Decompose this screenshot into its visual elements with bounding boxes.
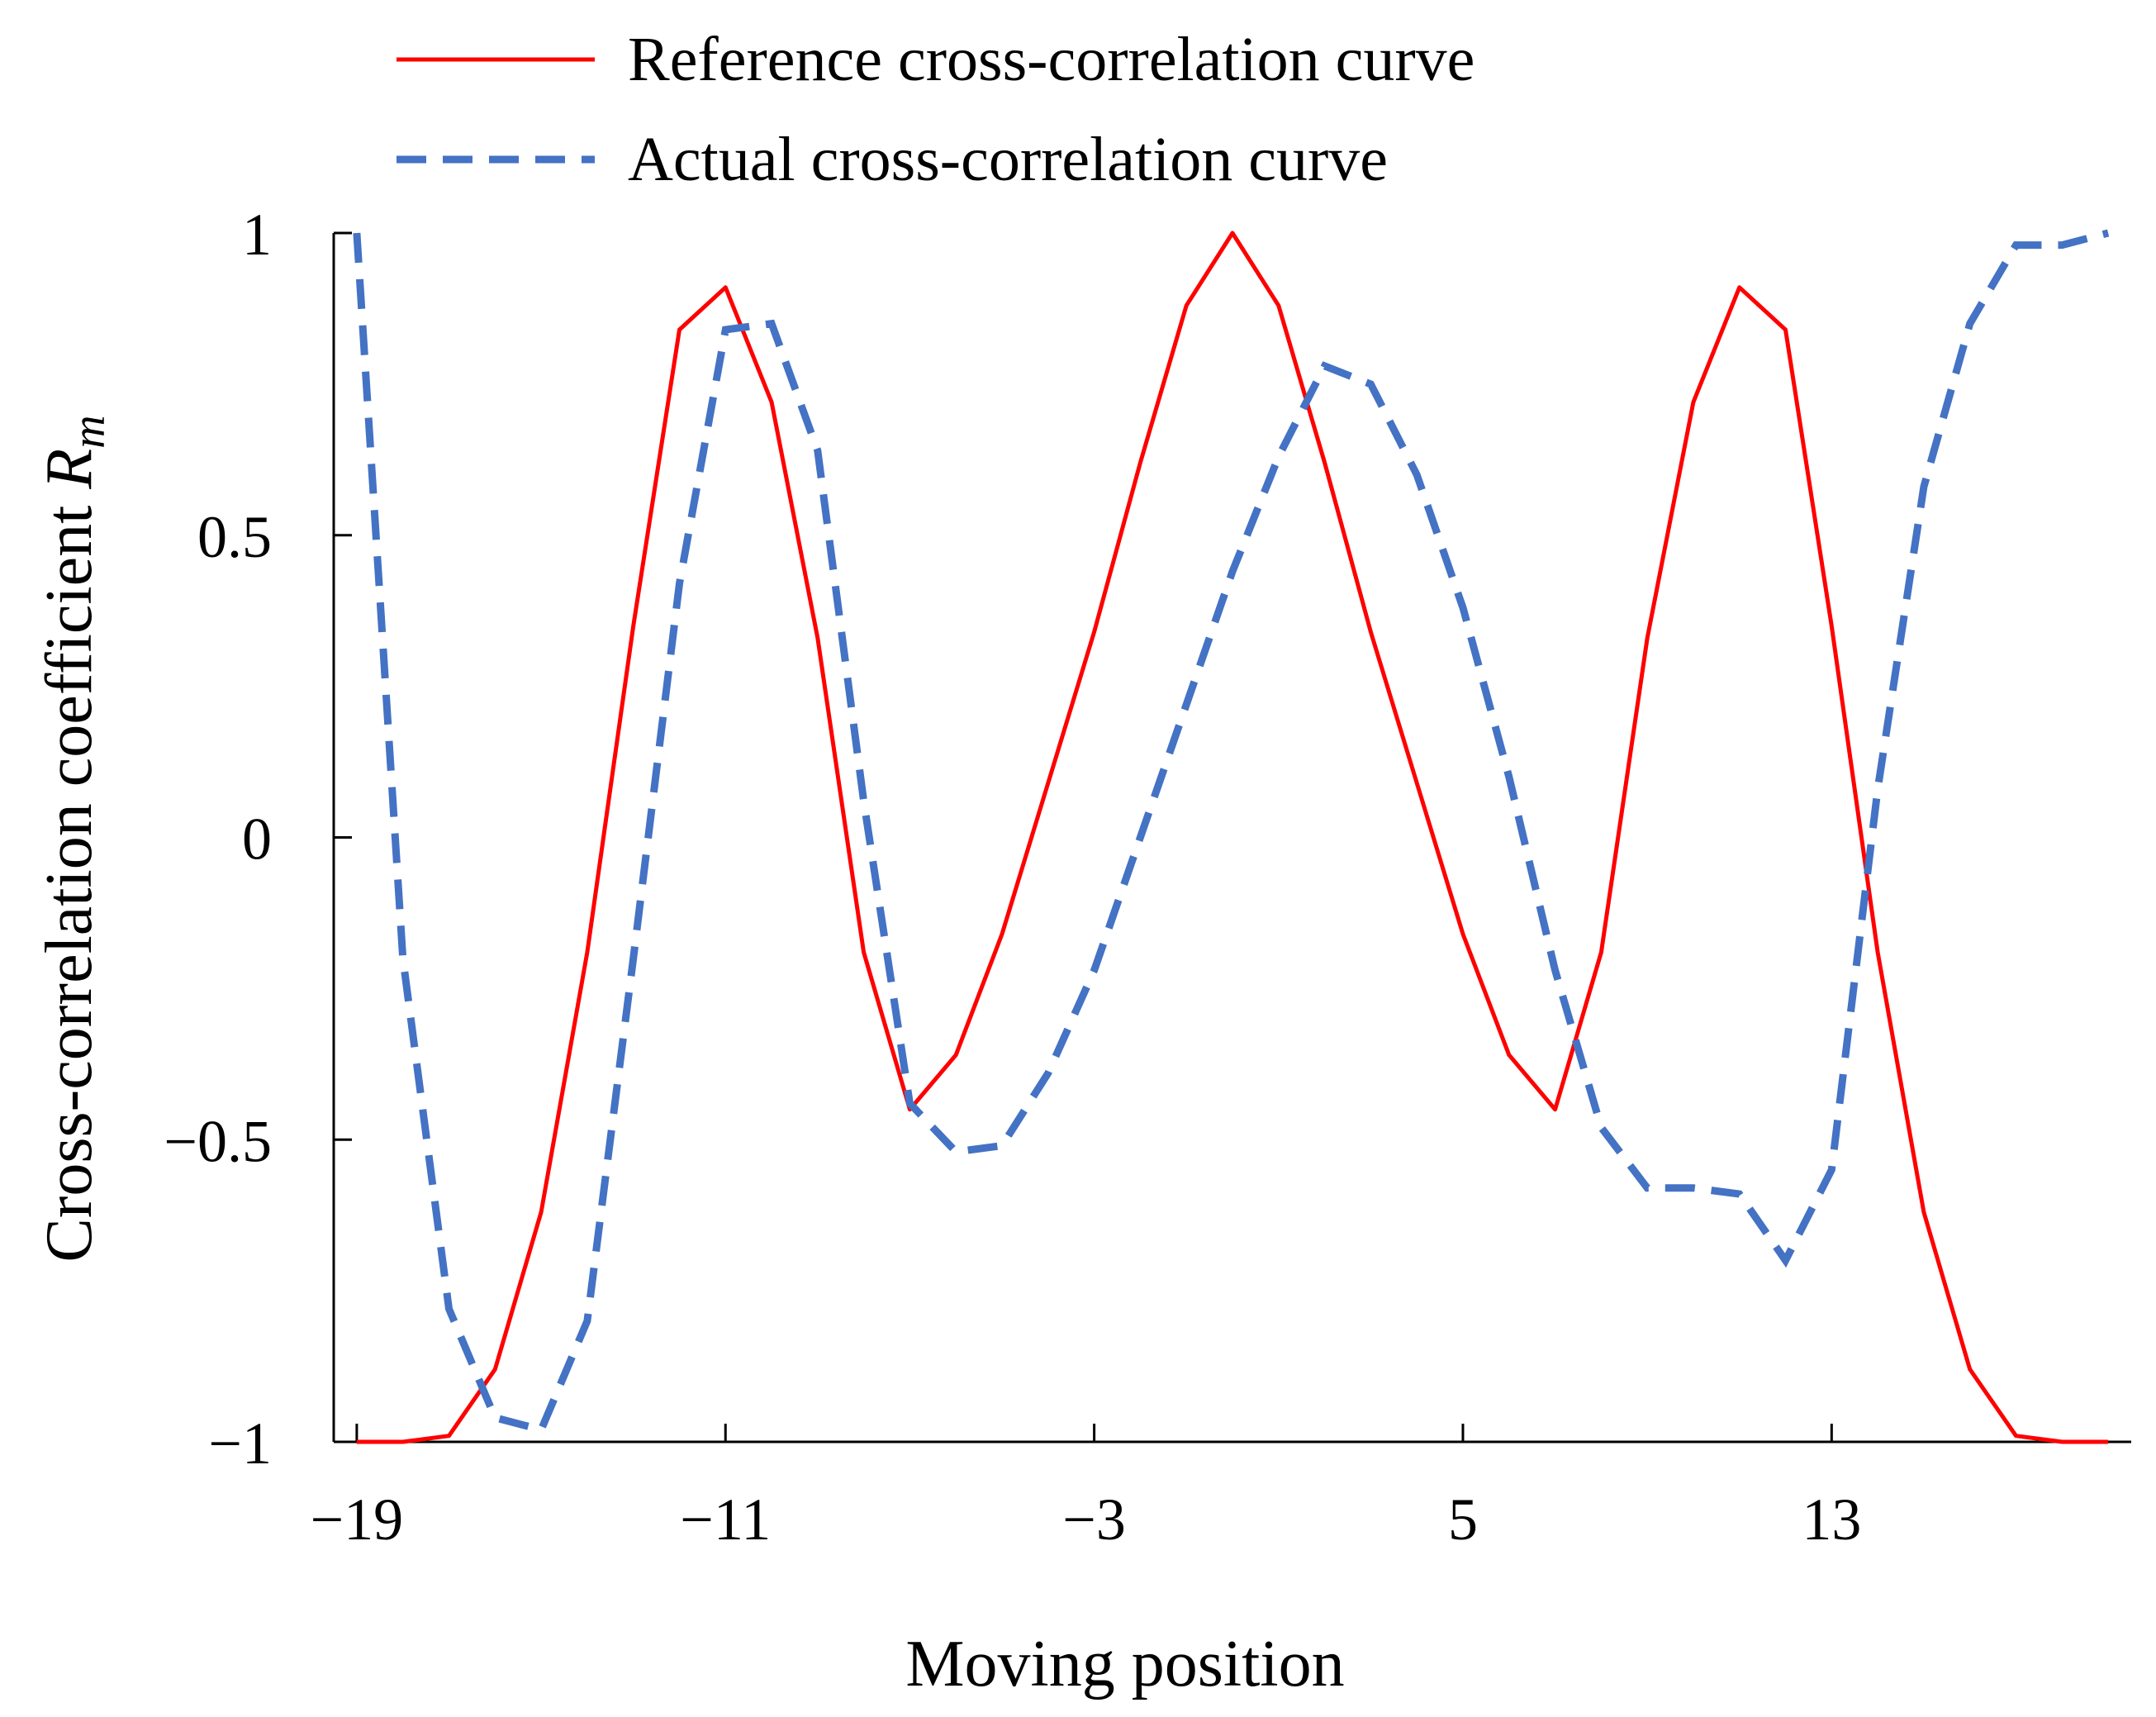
series-line-actual: [353, 229, 2110, 1434]
x-tick-label: −11: [680, 1486, 771, 1553]
y-axis-title-prefix: Cross-correlation coefficient: [33, 489, 106, 1263]
y-tick-label: −1: [208, 1410, 272, 1477]
y-axis-title-symbol: R: [33, 449, 106, 490]
y-tick-label: 0.5: [197, 504, 272, 570]
x-tick-label: 5: [1448, 1486, 1478, 1553]
legend: Reference cross-correlation curve Actual…: [397, 25, 1475, 194]
y-tick-label: 1: [242, 202, 272, 268]
legend-label-actual: Actual cross-correlation curve: [628, 125, 1388, 194]
x-tick-label: −19: [311, 1486, 404, 1553]
y-ticks: 1 0.5 0 −0.5 −1: [164, 202, 352, 1477]
x-tick-label: −3: [1062, 1486, 1126, 1553]
legend-label-reference: Reference cross-correlation curve: [628, 25, 1475, 94]
y-tick-label: −0.5: [164, 1108, 272, 1174]
series-layer: [353, 229, 2110, 1444]
x-ticks: −19 −11 −3 5 13: [311, 1424, 1861, 1553]
y-axis-title-subscript: m: [64, 415, 115, 448]
series-line-reference: [356, 231, 2109, 1444]
y-axis-title: Cross-correlation coefficient Rm: [33, 415, 115, 1262]
x-tick-label: 13: [1802, 1486, 1861, 1553]
x-axis-title: Moving position: [905, 1628, 1344, 1700]
y-tick-label: 0: [242, 806, 272, 873]
